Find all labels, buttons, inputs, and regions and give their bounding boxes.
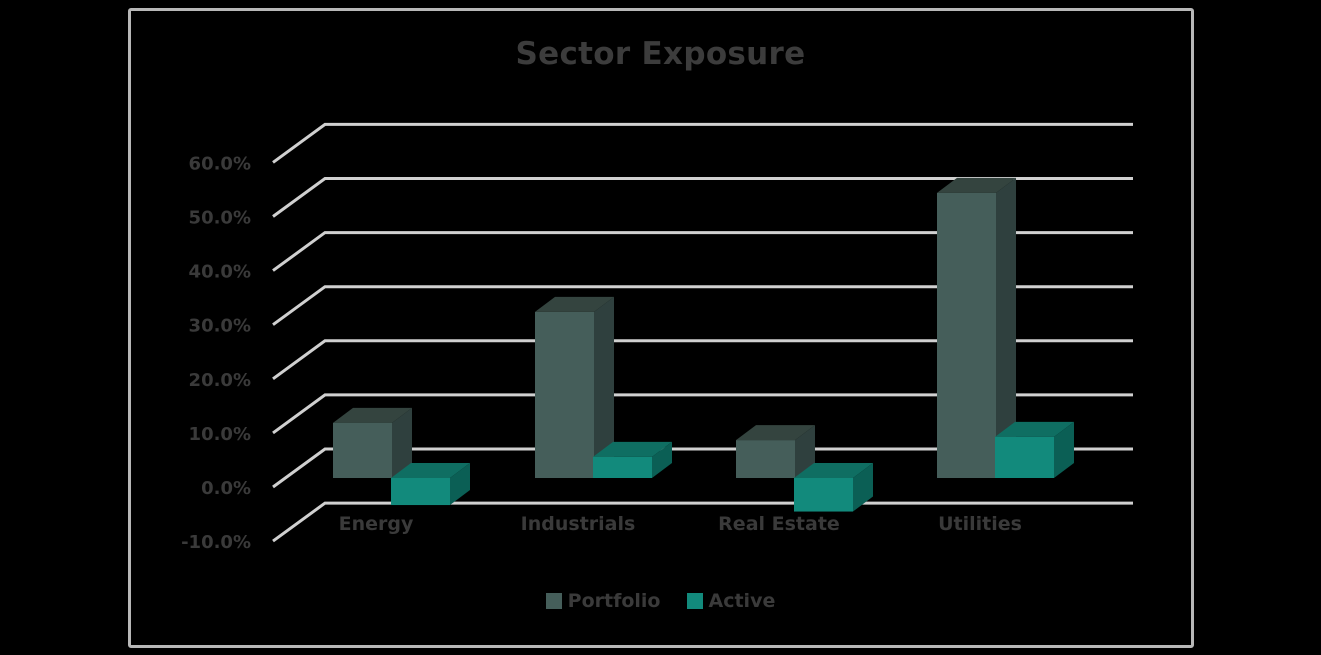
active-swatch-icon: [686, 593, 703, 609]
chart-area: [128, 8, 1194, 648]
y-tick-label: 50.0%: [189, 208, 251, 229]
bar-portfolio-industrials[interactable]: [535, 296, 614, 478]
chart-title: Sector Exposure: [515, 36, 806, 72]
bar-portfolio-energy[interactable]: [333, 407, 412, 478]
gridline: [272, 177, 1133, 218]
gridline: [272, 393, 1133, 435]
y-tick-label: 60.0%: [189, 153, 251, 174]
y-tick-label: 30.0%: [189, 316, 251, 337]
legend-label: Active: [708, 590, 776, 612]
x-category-label: Real Estate: [718, 513, 840, 535]
portfolio-swatch-icon: [545, 593, 562, 609]
y-tick-label: 10.0%: [189, 424, 251, 445]
y-tick-label: 0.0%: [201, 478, 251, 499]
bar-active-energy[interactable]: [391, 463, 470, 506]
bar-active-real-estate[interactable]: [794, 463, 873, 512]
gridline: [272, 285, 1133, 326]
y-tick-label: 40.0%: [189, 262, 251, 283]
x-category-label: Energy: [339, 513, 414, 535]
y-axis-ticks: -10.0% 0.0% 10.0% 20.0% 30.0% 40.0% 50.0% 60.0%: [181, 153, 251, 553]
x-axis-categories: Energy Industrials Real Estate Utilities: [339, 513, 1022, 535]
y-tick-label: -10.0%: [181, 532, 251, 553]
gridline: [272, 339, 1133, 381]
x-category-label: Industrials: [521, 513, 636, 535]
legend-item-portfolio[interactable]: Portfolio: [545, 590, 661, 612]
bar-active-utilities[interactable]: [995, 421, 1074, 478]
gridline: [272, 447, 1133, 489]
bar-portfolio-utilities[interactable]: [937, 177, 1016, 478]
legend-label: Portfolio: [567, 590, 661, 612]
gridline: [272, 231, 1133, 272]
x-category-label: Utilities: [938, 513, 1022, 535]
gridline: [272, 122, 1133, 164]
y-tick-label: 20.0%: [189, 370, 251, 391]
legend-item-active[interactable]: Active: [686, 590, 776, 612]
bars: [333, 177, 1074, 512]
bar-active-industrials[interactable]: [593, 441, 672, 478]
legend: Portfolio Active: [0, 590, 1321, 612]
bar-portfolio-real-estate[interactable]: [736, 425, 815, 478]
